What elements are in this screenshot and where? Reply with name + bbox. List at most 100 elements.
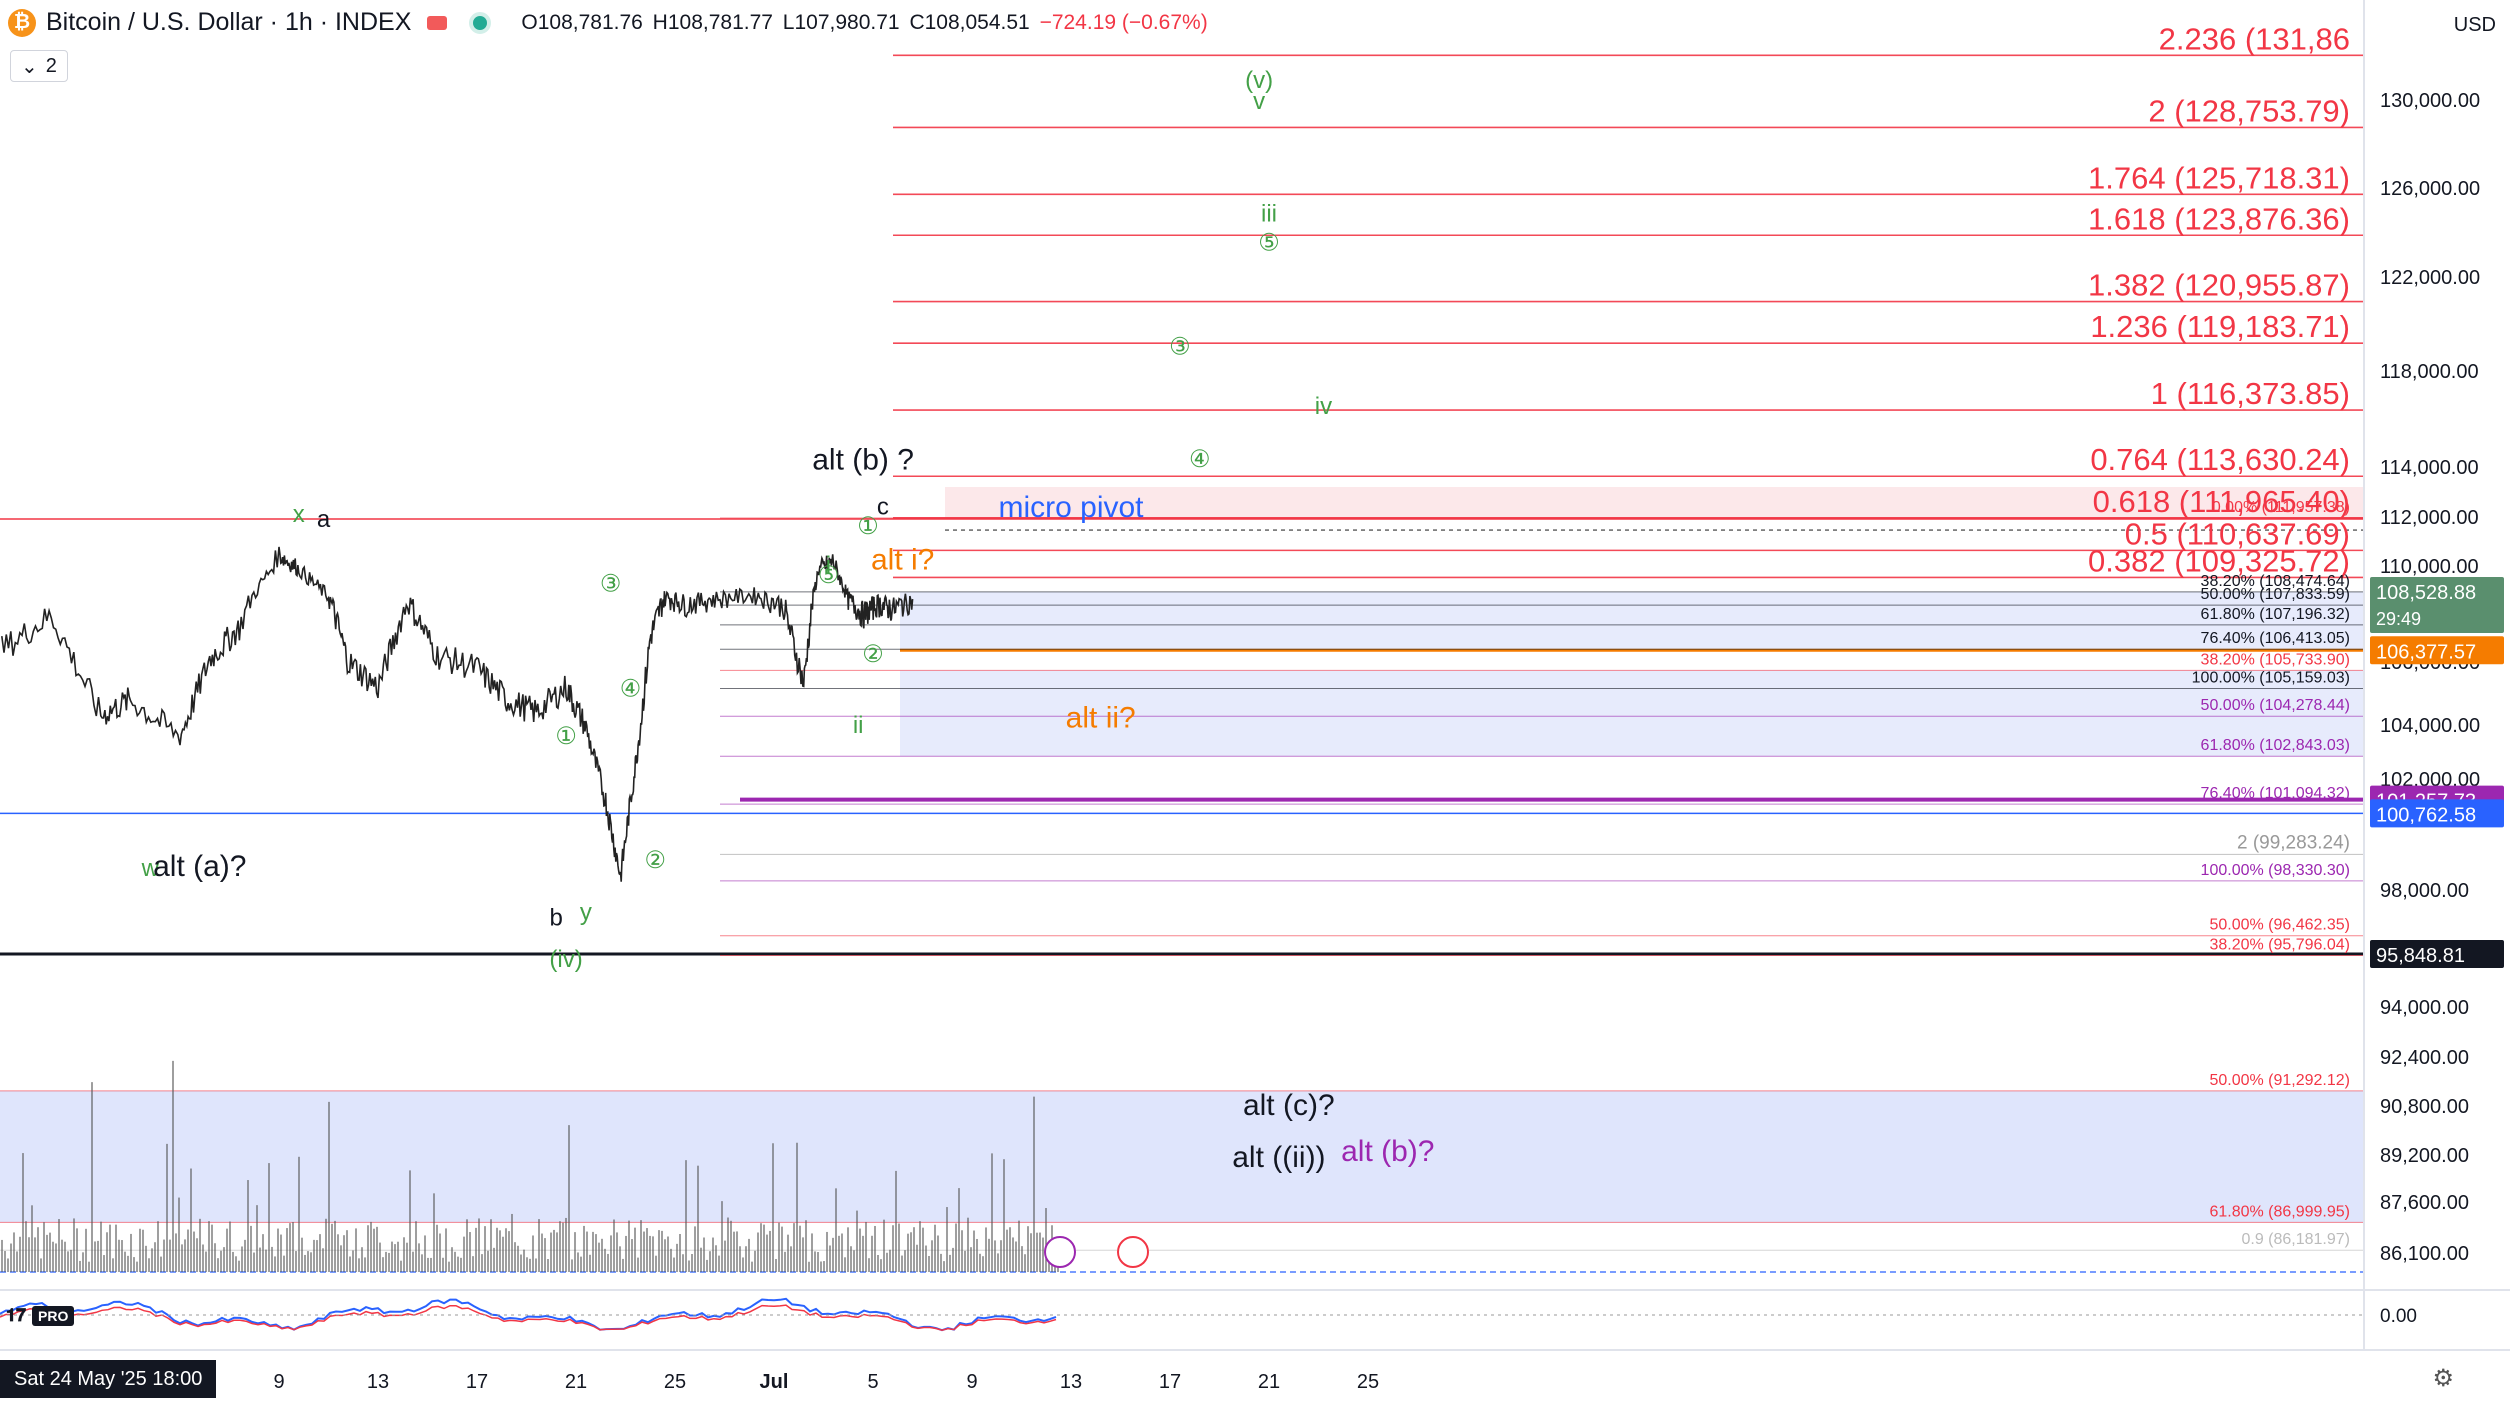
x-tick-label-4: 17 bbox=[466, 1371, 488, 1393]
wave-label-15: ② bbox=[862, 641, 884, 668]
level-label-18: 50.00% (104,278.44) bbox=[2201, 697, 2350, 714]
zone-1 bbox=[900, 670, 2364, 757]
open-value: O108,781.76 bbox=[521, 10, 643, 34]
y-tick-label-4: 92,400.00 bbox=[2380, 1047, 2469, 1069]
x-tick-label-12: 21 bbox=[1258, 1371, 1280, 1393]
x-tick-label-7: Jul bbox=[760, 1371, 789, 1393]
wave-label-23: alt (a)? bbox=[153, 850, 246, 883]
high-value: H108,781.77 bbox=[652, 10, 773, 34]
y-tick-label-1: 87,600.00 bbox=[2380, 1192, 2469, 1214]
wave-label-21: a bbox=[317, 506, 331, 533]
bitcoin-logo-icon: ₿ bbox=[8, 8, 36, 37]
wave-label-9: c bbox=[877, 494, 889, 521]
economic-event-flag-icon bbox=[1117, 1236, 1149, 1268]
level-label-3: 1.618 (123,876.36) bbox=[2088, 201, 2350, 236]
x-tick-label-8: 5 bbox=[867, 1371, 878, 1393]
level-label-6: 1 (116,373.85) bbox=[2151, 376, 2350, 411]
indicator-count: 2 bbox=[45, 54, 57, 77]
wave-label-20: x bbox=[293, 501, 305, 528]
wave-label-22: w bbox=[141, 855, 160, 882]
level-label-17: 100.00% (105,159.03) bbox=[2192, 669, 2350, 686]
level-label-23: 50.00% (96,462.35) bbox=[2209, 917, 2350, 934]
wave-label-18: alt ii? bbox=[1066, 702, 1136, 735]
oscillator-line-red bbox=[0, 1304, 1057, 1331]
tv-logo-icon: 𝟏𝟕 bbox=[6, 1305, 27, 1325]
chevron-down-icon: ⌄ bbox=[21, 55, 38, 78]
wave-label-19: ① bbox=[555, 723, 577, 750]
y-tick-label-13: 114,000.00 bbox=[2380, 457, 2479, 479]
oscillator-line-blue bbox=[0, 1297, 1057, 1332]
price-badge-0 bbox=[2370, 577, 2504, 634]
wave-label-4: ③ bbox=[1169, 334, 1191, 361]
level-label-19: 61.80% (102,843.03) bbox=[2201, 737, 2350, 754]
zone-3 bbox=[945, 487, 2364, 518]
x-tick-label-10: 13 bbox=[1060, 1371, 1082, 1393]
y-tick-label-17: 130,000.00 bbox=[2380, 90, 2480, 112]
level-label-11: 0.00% (111,957.38) bbox=[2212, 499, 2350, 516]
level-label-15: 76.40% (106,413.05) bbox=[2201, 630, 2350, 647]
zone-0 bbox=[0, 1090, 2364, 1223]
countdown-label: 29:49 bbox=[2376, 609, 2421, 629]
wave-label-10: ① bbox=[857, 513, 879, 540]
wave-label-1: v bbox=[1253, 88, 1265, 115]
price-badge-label-0: 108,528.88 bbox=[2376, 582, 2476, 604]
price-badge-4 bbox=[2370, 940, 2504, 968]
level-label-9: 0.5 (110,637.69) bbox=[2125, 516, 2350, 551]
level-label-1: 2 (128,753.79) bbox=[2148, 93, 2350, 128]
wave-label-17: ii bbox=[853, 712, 864, 739]
crosshair-date-badge: Sat 24 May '25 18:00 bbox=[0, 1360, 217, 1398]
wave-label-27: (iv) bbox=[549, 946, 582, 973]
level-label-5: 1.236 (119,183.71) bbox=[2090, 309, 2350, 344]
x-tick-label-2: 9 bbox=[273, 1371, 284, 1393]
flag-icon[interactable] bbox=[427, 15, 448, 30]
low-value: L107,980.71 bbox=[782, 10, 900, 34]
y-tick-label-15: 122,000.00 bbox=[2380, 267, 2480, 289]
price-badge-label-3: 100,762.58 bbox=[2376, 804, 2476, 826]
y-tick-label-8: 104,000.00 bbox=[2380, 715, 2480, 737]
y-tick-label-16: 126,000.00 bbox=[2380, 178, 2480, 200]
wave-label-24: ② bbox=[644, 847, 666, 874]
wave-label-12: i bbox=[826, 552, 831, 579]
y-tick-label-7: 102,000.00 bbox=[2380, 769, 2480, 791]
level-label-25: 50.00% (91,292.12) bbox=[2209, 1072, 2350, 1089]
wave-label-30: alt (b)? bbox=[1341, 1135, 1434, 1168]
symbol-title[interactable]: Bitcoin / U.S. Dollar · 1h · INDEX bbox=[46, 8, 412, 36]
tradingview-logo: 𝟏𝟕 PRO bbox=[6, 1305, 75, 1326]
wave-label-2: iii bbox=[1261, 200, 1277, 227]
change-value: −724.19 (−0.67%) bbox=[1039, 10, 1208, 34]
level-label-10: 0.382 (109,325.72) bbox=[2088, 543, 2350, 578]
y-tick-label-3: 90,800.00 bbox=[2380, 1096, 2469, 1118]
level-label-27: 0.9 (86,181.97) bbox=[2241, 1231, 2350, 1248]
oscillator-zero-label: 0.00 bbox=[2380, 1306, 2417, 1327]
x-tick-label-3: 13 bbox=[367, 1371, 389, 1393]
settings-gear-icon[interactable]: ⚙ bbox=[2432, 1365, 2454, 1392]
price-badge-label-1: 106,377.57 bbox=[2376, 641, 2476, 663]
level-label-14: 61.80% (107,196.32) bbox=[2201, 606, 2350, 623]
level-label-21: 2 (99,283.24) bbox=[2237, 832, 2350, 853]
wave-label-26: y bbox=[580, 899, 592, 926]
x-tick-label-9: 9 bbox=[966, 1371, 977, 1393]
close-value: C108,054.51 bbox=[909, 10, 1030, 34]
level-label-24: 38.20% (95,796.04) bbox=[2209, 937, 2350, 954]
zone-2 bbox=[900, 591, 2364, 650]
earnings-event-icon bbox=[1044, 1236, 1076, 1268]
wave-label-5: iv bbox=[1315, 393, 1332, 420]
level-label-8: 0.618 (111,965.40) bbox=[2093, 484, 2350, 519]
wave-label-0: (v) bbox=[1245, 67, 1273, 94]
wave-label-8: micro pivot bbox=[998, 491, 1144, 524]
currency-label[interactable]: USD bbox=[2453, 14, 2496, 36]
indicator-toggle-button[interactable]: ⌄ 2 bbox=[10, 50, 68, 82]
pro-badge: PRO bbox=[32, 1305, 75, 1326]
y-tick-label-6: 98,000.00 bbox=[2380, 880, 2469, 902]
wave-label-13: ⑤ bbox=[818, 562, 840, 589]
ohlc-readout: O108,781.76 H108,781.77 L107,980.71 C108… bbox=[521, 11, 1211, 35]
level-label-2: 1.764 (125,718.31) bbox=[2088, 160, 2350, 195]
level-label-7: 0.764 (113,630.24) bbox=[2090, 442, 2350, 477]
level-label-20: 76.40% (101,094.32) bbox=[2201, 785, 2350, 802]
wave-label-25: b bbox=[550, 905, 563, 932]
level-label-13: 50.00% (107,833.59) bbox=[2201, 586, 2350, 603]
wave-label-14: ③ bbox=[600, 571, 622, 598]
market-status-icon bbox=[469, 11, 492, 34]
x-tick-label-13: 25 bbox=[1357, 1371, 1379, 1393]
